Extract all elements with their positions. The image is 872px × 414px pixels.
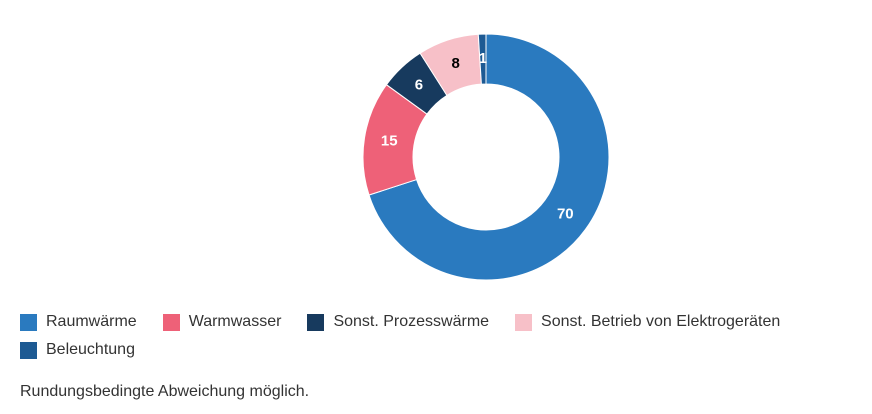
data-label: 70 [557,206,574,223]
legend-label: Beleuchtung [46,341,135,358]
legend-swatch [20,313,37,331]
legend-item[interactable]: Beleuchtung [20,340,135,360]
legend-item[interactable]: Warmwasser [162,312,282,332]
legend-item[interactable]: Raumwärme [20,312,137,332]
legend-label: Sonst. Betrieb von Elektrogeräten [541,313,781,330]
data-label: 1 [479,50,487,67]
legend-swatch [515,313,533,331]
data-label: 6 [415,77,423,94]
legend-label: Raumwärme [46,313,137,330]
slice [368,33,610,281]
legend-label: Sonst. Prozesswärme [333,313,490,330]
legend-swatch [162,313,180,331]
data-label: 15 [381,133,398,150]
legend-swatch [20,341,37,359]
legend-label: Warmwasser [188,313,282,330]
slice [477,33,487,85]
donut: 70 15 6 8 1 [362,33,610,281]
note: Rundungsbedingte Abweichung möglich. [20,383,310,400]
legend-item[interactable]: Sonst. Betrieb von Elektrogeräten [515,312,780,332]
legend-swatch [307,313,325,331]
data-label: 8 [452,55,460,72]
legend: Raumwärme Warmwasser Sonst. Prozesswärme So… [20,312,870,360]
legend-item[interactable]: Sonst. Prozesswärme [307,312,489,332]
